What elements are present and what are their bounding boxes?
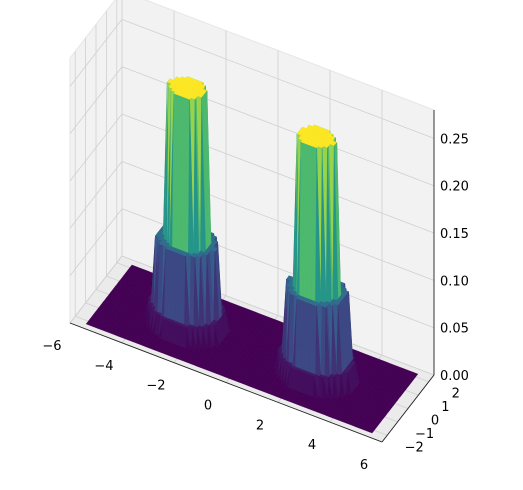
y-tick-label: −1 (415, 427, 434, 442)
y-axis-line (381, 374, 435, 443)
z-tick-label: 0.00 (440, 369, 469, 384)
surface-face (367, 429, 374, 434)
x-tick-label: 2 (256, 418, 264, 433)
z-tick-label: 0.10 (440, 274, 469, 289)
z-tick-label: 0.25 (440, 132, 469, 147)
x-tick-label: −2 (146, 379, 165, 394)
x-tick-label: 0 (204, 399, 212, 414)
z-tick-label: 0.20 (440, 180, 469, 195)
surface-mesh (85, 75, 419, 434)
axis-lines (69, 110, 435, 443)
x-tick-label: 6 (360, 458, 368, 473)
tick-labels: −6−4−20246−2−10120.000.050.100.150.200.2… (42, 132, 469, 473)
z-tick-label: 0.05 (440, 322, 469, 337)
y-tick-label: −2 (405, 440, 424, 455)
z-tick-label: 0.15 (440, 227, 469, 242)
x-tick-label: −4 (94, 359, 113, 374)
y-tick-label: 1 (441, 400, 449, 415)
x-tick-label: −6 (42, 339, 61, 354)
x-tick-label: 4 (308, 438, 316, 453)
x-axis-line (69, 322, 383, 443)
y-tick-label: 2 (452, 387, 460, 402)
grid-line-z (69, 18, 435, 139)
y-tick-label: 0 (431, 414, 439, 429)
